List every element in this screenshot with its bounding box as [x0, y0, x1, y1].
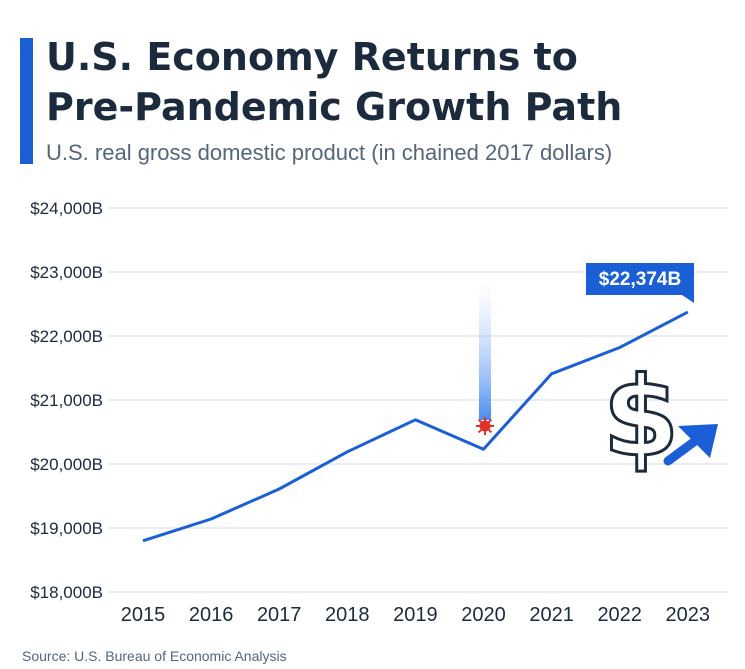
- x-tick-label: 2020: [461, 604, 506, 626]
- series-line-layer: [142, 310, 689, 543]
- callout-label: $22,374B: [599, 269, 681, 290]
- title-accent-bar: [20, 38, 33, 164]
- title-line-1: U.S. Economy Returns to: [46, 35, 578, 79]
- x-tick-label: 2015: [121, 604, 166, 626]
- x-tick-label: 2023: [666, 604, 711, 626]
- x-tick-label: 2022: [597, 604, 642, 626]
- callout-box: [586, 263, 694, 295]
- chart-subtitle: U.S. real gross domestic product (in cha…: [46, 140, 613, 165]
- x-tick-label: 2016: [189, 604, 234, 626]
- source-note: Source: U.S. Bureau of Economic Analysis: [22, 648, 287, 664]
- y-tick-label: $23,000B: [30, 263, 103, 282]
- y-tick-label: $24,000B: [30, 199, 103, 218]
- x-tick-label: 2019: [393, 604, 438, 626]
- x-tick-label: 2018: [325, 604, 370, 626]
- y-axis-tick-labels: $18,000B $19,000B $20,000B $21,000B $22,000B…: [30, 199, 103, 602]
- y-tick-label: $22,000B: [30, 327, 103, 346]
- y-tick-label: $21,000B: [30, 391, 103, 410]
- up-right-arrow-icon: [663, 424, 718, 466]
- x-tick-label: 2017: [257, 604, 302, 626]
- x-axis-tick-labels: 2015 2016 2017 2018 2019 2020 2021 2022 2023: [121, 604, 710, 626]
- y-tick-label: $19,000B: [30, 519, 103, 538]
- y-tick-label: $20,000B: [30, 455, 103, 474]
- title-line-2: Pre-Pandemic Growth Path: [46, 85, 623, 129]
- x-tick-label: 2021: [529, 604, 574, 626]
- gdp-series-line: [142, 310, 689, 543]
- callout-pointer: [682, 295, 694, 303]
- last-value-callout: $22,374B: [586, 263, 694, 303]
- virus-trail: [479, 280, 491, 420]
- page-title: U.S. Economy Returns to Pre-Pandemic Gro…: [46, 32, 736, 132]
- y-tick-label: $18,000B: [30, 583, 103, 602]
- virus-icon: [476, 280, 494, 435]
